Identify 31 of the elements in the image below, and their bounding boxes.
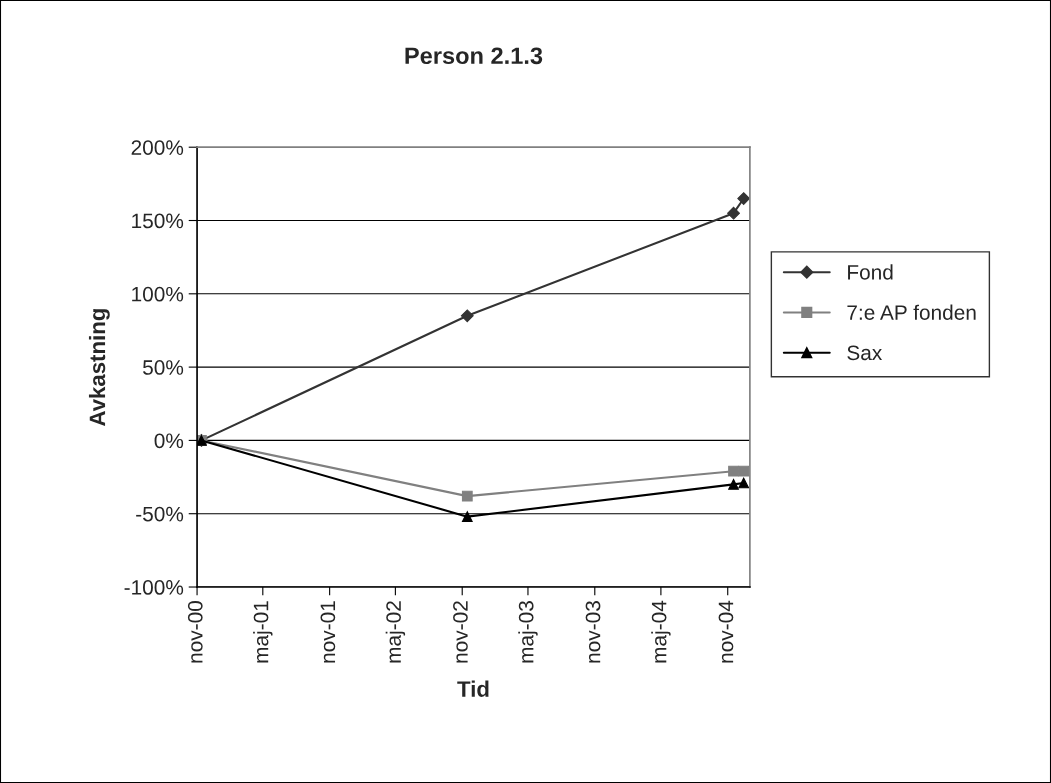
y-axis-title: Avkastning [88,309,110,427]
y-tick-label: -100% [124,580,184,595]
point [738,465,750,477]
point [728,479,739,490]
x-tick-label: maj-04 [651,600,671,663]
y-tick-label: 150% [132,213,184,229]
point [727,206,740,220]
legend-label: Sax [847,345,883,361]
y-tick-label: 0% [154,433,184,449]
point [728,465,739,477]
x-tick-label: maj-01 [253,601,273,663]
legend-label: Fond [848,264,893,280]
y-tick-label: 100% [132,286,184,302]
x-tick-label: nov-04 [718,600,734,663]
x-tick-label: nov-00 [187,601,203,663]
x-axis-title: Tid [457,680,489,697]
x-tick-label: maj-03 [518,601,538,663]
point [737,192,750,205]
y-tick-label: 200% [131,140,184,155]
x-tick-label: nov-03 [585,601,601,663]
chart-title: Person 2.1.3 [405,47,543,65]
x-tick-label: nov-02 [453,601,468,663]
y-tick-label: -50% [136,506,184,522]
point [460,309,474,323]
x-tick-label: maj-02 [385,601,406,663]
y-tick-label: 50% [143,360,184,375]
point [461,511,473,523]
x-tick-label: nov-01 [320,601,336,663]
point [461,490,473,502]
legend-label: 7:e AP fonden [847,304,976,320]
point [738,477,750,489]
